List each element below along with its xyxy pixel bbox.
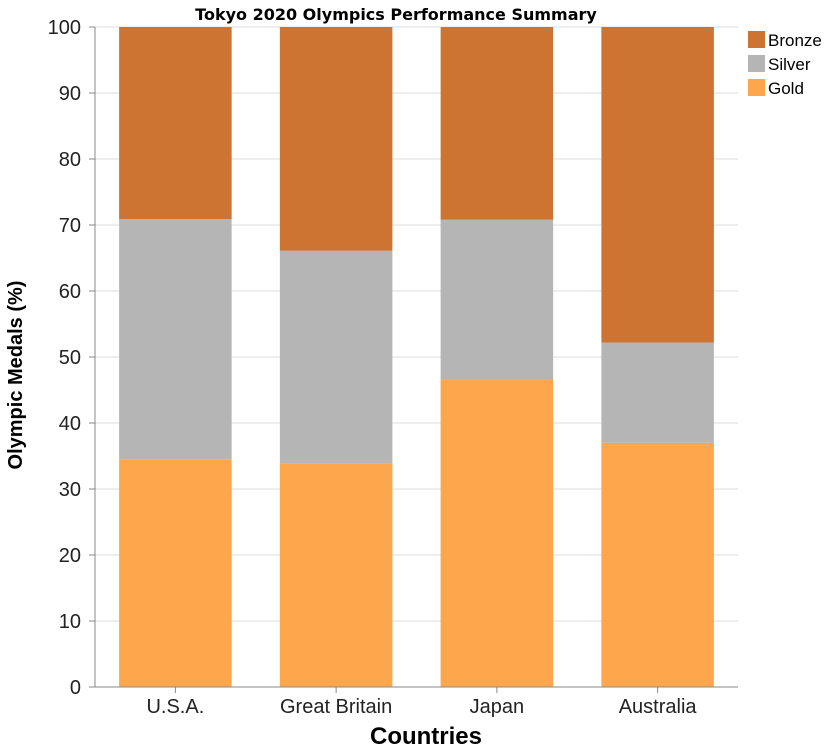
y-tick-label: 10 xyxy=(59,611,81,633)
y-axis-title: Olympic Medals (%) xyxy=(5,281,27,470)
bars xyxy=(119,27,714,687)
bar-gold-great-britain xyxy=(279,463,393,687)
y-tick-label: 70 xyxy=(59,215,81,237)
bar-bronze-australia xyxy=(601,27,714,343)
y-tick-label: 30 xyxy=(59,479,81,501)
x-axis-title: Countries xyxy=(370,723,482,750)
legend-label-bronze: Bronze xyxy=(768,31,822,50)
bar-silver-u-s-a xyxy=(119,219,232,460)
bar-bronze-great-britain xyxy=(279,27,393,251)
x-tick-label: Great Britain xyxy=(280,696,392,718)
bar-silver-australia xyxy=(601,342,714,443)
x-tick-label: Japan xyxy=(470,696,525,718)
x-tick-label: U.S.A. xyxy=(146,696,204,718)
bar-gold-u-s-a xyxy=(119,459,232,687)
y-tick-label: 20 xyxy=(59,545,81,567)
y-tick-label: 80 xyxy=(59,149,81,171)
legend: Bronze Silver Gold xyxy=(748,31,822,98)
legend-label-silver: Silver xyxy=(768,55,811,74)
legend-label-gold: Gold xyxy=(768,79,804,98)
y-tick-label: 100 xyxy=(48,17,81,39)
bar-gold-australia xyxy=(601,442,714,687)
legend-swatch-bronze xyxy=(748,31,765,48)
y-tick-label: 0 xyxy=(70,677,81,699)
bar-bronze-japan xyxy=(440,27,554,220)
y-tick-label: 60 xyxy=(59,281,81,303)
bar-silver-great-britain xyxy=(279,250,393,464)
legend-swatch-gold xyxy=(748,79,765,96)
bar-gold-japan xyxy=(440,379,554,687)
axes: 0 10 20 30 40 50 60 70 80 90 100 U.S.A. Great Britai… xyxy=(48,17,738,718)
x-tick-label: Australia xyxy=(619,696,698,718)
y-tick-label: 50 xyxy=(59,347,81,369)
y-tick-label: 90 xyxy=(59,83,81,105)
bar-silver-japan xyxy=(440,219,554,380)
chart-title: Tokyo 2020 Olympics Performance Summary xyxy=(195,5,597,24)
y-tick-label: 40 xyxy=(59,413,81,435)
bar-bronze-u-s-a xyxy=(119,27,232,220)
legend-swatch-silver xyxy=(748,55,765,72)
